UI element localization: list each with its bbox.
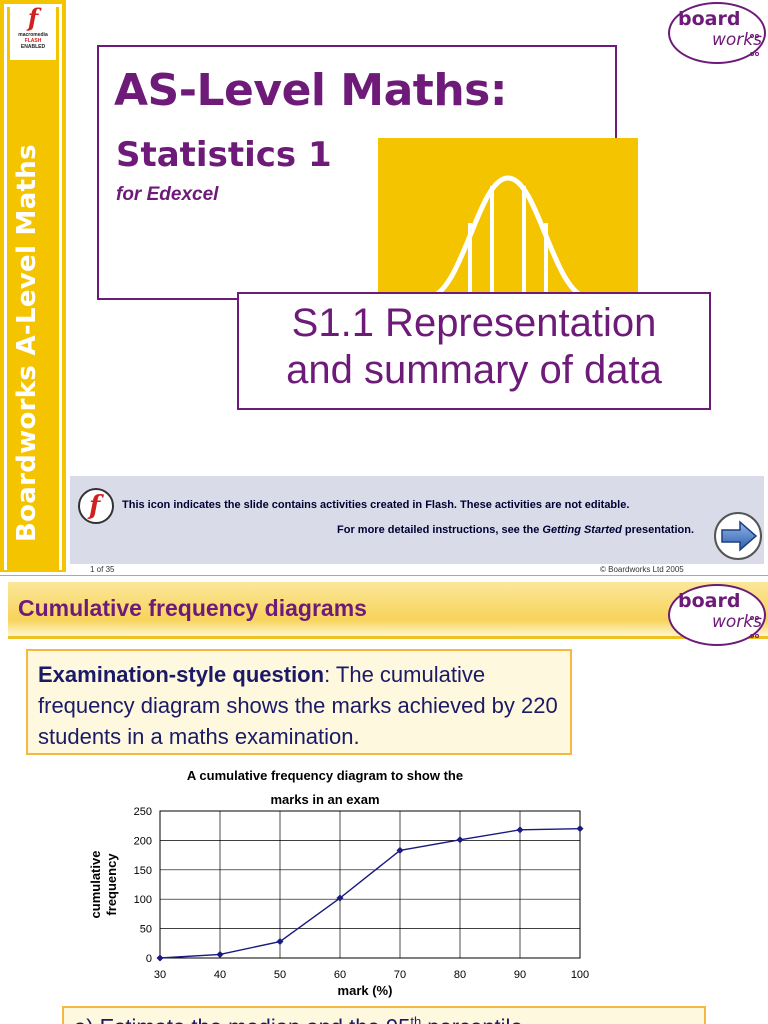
- slide-number: 1 of 35: [90, 565, 115, 574]
- boardworks-logo: board works: [668, 2, 766, 64]
- flash-logo-icon: f: [27, 3, 39, 32]
- y-tick-label: 0: [146, 953, 152, 965]
- slide-header: Cumulative frequency diagrams: [8, 582, 768, 636]
- x-tick-label: 80: [454, 969, 466, 981]
- getting-started-link[interactable]: Getting Started: [542, 524, 622, 536]
- flash-icon-letter: f: [89, 491, 101, 521]
- bell-curve-icon: [427, 175, 589, 301]
- x-tick-label: 30: [154, 969, 166, 981]
- x-tick-label: 100: [571, 969, 589, 981]
- flash-info-text: This icon indicates the slide contains a…: [122, 499, 630, 511]
- cumulative-frequency-line: [159, 827, 581, 959]
- arrow-right-icon: [721, 520, 758, 552]
- question-box: Examination-style question: The cumulati…: [26, 649, 572, 755]
- y-tick-label: 150: [134, 865, 152, 877]
- boardworks-logo: board works: [668, 584, 766, 646]
- exam-board: for Edexcel: [116, 184, 219, 205]
- subtitle: Statistics 1: [116, 135, 332, 175]
- y-tick-label: 250: [134, 806, 152, 818]
- data-point: [396, 846, 404, 854]
- flash-enabled-badge: f macromedia FLASH ENABLED: [10, 4, 56, 60]
- header-divider: [8, 636, 768, 639]
- logo-dots-icon: [750, 608, 762, 644]
- flash-info-bar: f This icon indicates the slide contains…: [70, 476, 764, 564]
- data-point: [576, 825, 584, 833]
- question-text: : The cumulative frequency diagram shows…: [38, 662, 558, 749]
- question-label: Examination-style question: [38, 662, 325, 687]
- y-axis-label-line1: cumulative: [88, 851, 103, 919]
- y-tick-label: 50: [140, 924, 152, 936]
- part-a-post: percentile.: [421, 1014, 529, 1024]
- flash-icon: f: [78, 488, 114, 524]
- flash-badge-line3: ENABLED: [20, 44, 46, 50]
- sidebar: f macromedia FLASH ENABLED Boardworks A-…: [0, 0, 66, 572]
- sidebar-title: Boardworks A-Level Maths: [12, 144, 42, 542]
- part-a-sup: th: [410, 1014, 422, 1024]
- slide-title: Cumulative frequency diagrams: [18, 595, 367, 621]
- bell-curve-panel: [378, 138, 638, 301]
- x-tick-label: 50: [274, 969, 286, 981]
- logo-text-board: board: [678, 8, 741, 30]
- y-axis-label-line2: frequency: [104, 853, 119, 916]
- x-axis-label: mark (%): [338, 983, 393, 998]
- y-tick-label: 100: [134, 894, 152, 906]
- x-tick-label: 40: [214, 969, 226, 981]
- next-slide-button[interactable]: [714, 512, 762, 560]
- unit-title-box: S1.1 Representation and summary of data: [237, 292, 711, 410]
- chart-title: A cumulative frequency diagram to show t…: [120, 764, 530, 812]
- title-slide: f macromedia FLASH ENABLED Boardworks A-…: [0, 0, 768, 574]
- x-tick-label: 60: [334, 969, 346, 981]
- flash-badge-line1: macromedia: [18, 32, 48, 38]
- data-point: [216, 950, 224, 958]
- instructions-post: presentation.: [621, 524, 694, 536]
- logo-text-works: works: [712, 30, 762, 50]
- plot-area: [159, 810, 581, 959]
- logo-text-board: board: [678, 590, 741, 612]
- logo-dots-icon: [750, 26, 762, 62]
- cumulative-frequency-chart: 0 50 100 150 200 250 30 40 50 60 70 80 90 100 mark (%)…: [88, 806, 589, 998]
- main-title: AS-Level Maths:: [114, 65, 507, 116]
- unit-title-line2: and summary of data: [286, 348, 662, 392]
- x-tick-label: 90: [514, 969, 526, 981]
- y-tick-label: 200: [134, 835, 152, 847]
- copyright: © Boardworks Ltd 2005: [600, 565, 684, 574]
- instructions-text: For more detailed instructions, see the …: [337, 524, 694, 536]
- x-tick-label: 70: [394, 969, 406, 981]
- logo-text-works: works: [712, 612, 762, 632]
- part-a-pre: a) Estimate the median and the 95: [74, 1014, 410, 1024]
- instructions-pre: For more detailed instructions, see the: [337, 524, 543, 536]
- data-point: [456, 836, 464, 844]
- data-point: [336, 894, 344, 902]
- unit-title-line1: S1.1 Representation: [291, 301, 657, 345]
- chart-title-line2: marks in an exam: [270, 792, 380, 807]
- part-a-box: a) Estimate the median and the 95th perc…: [62, 1006, 706, 1024]
- data-point: [516, 826, 524, 834]
- cumulative-frequency-slide: Cumulative frequency diagrams board work…: [0, 575, 768, 1024]
- chart-title-line1: A cumulative frequency diagram to show t…: [186, 768, 464, 783]
- flash-badge-line2: FLASH: [24, 38, 42, 44]
- data-point: [276, 938, 284, 946]
- data-point: [156, 954, 164, 962]
